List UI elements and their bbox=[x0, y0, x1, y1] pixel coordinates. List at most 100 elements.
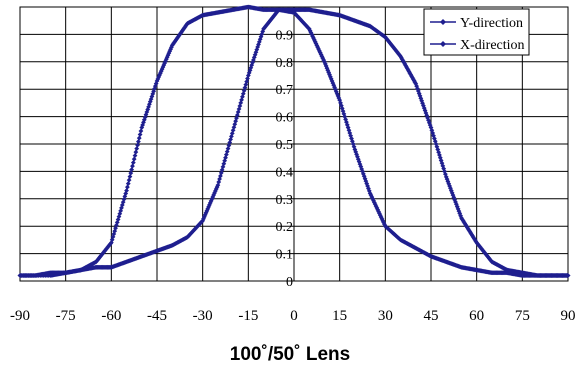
data-point bbox=[129, 167, 135, 172]
data-point bbox=[151, 88, 157, 94]
data-point bbox=[242, 85, 248, 91]
data-point bbox=[138, 128, 144, 134]
legend-marker bbox=[440, 19, 446, 25]
data-point bbox=[381, 220, 387, 225]
data-point bbox=[211, 192, 217, 198]
data-point bbox=[216, 179, 222, 185]
data-point bbox=[371, 198, 376, 204]
data-point bbox=[414, 83, 420, 89]
data-point bbox=[161, 62, 167, 68]
data-point bbox=[311, 35, 316, 41]
data-point bbox=[234, 115, 239, 121]
data-point bbox=[368, 192, 374, 198]
data-point bbox=[135, 139, 141, 144]
data-point bbox=[121, 196, 127, 202]
data-point bbox=[437, 152, 442, 158]
data-point bbox=[244, 79, 250, 84]
data-point bbox=[445, 179, 451, 184]
y-tick-label: 0.8 bbox=[276, 56, 294, 71]
y-tick-label: 0.4 bbox=[276, 165, 294, 180]
y-tick-label: 0 bbox=[286, 275, 293, 290]
data-point bbox=[111, 231, 117, 237]
data-point bbox=[375, 207, 381, 213]
data-point bbox=[420, 100, 425, 106]
x-tick-label: 60 bbox=[469, 308, 484, 324]
data-point bbox=[159, 66, 165, 72]
data-point bbox=[218, 170, 224, 176]
x-tick-label: 90 bbox=[561, 308, 576, 324]
y-tick-label: 0.5 bbox=[276, 138, 294, 153]
data-point bbox=[213, 186, 219, 192]
data-point bbox=[565, 273, 571, 278]
data-point bbox=[130, 160, 136, 165]
data-point bbox=[113, 225, 118, 231]
data-point bbox=[134, 146, 140, 151]
data-point bbox=[415, 88, 421, 94]
data-point bbox=[110, 234, 116, 240]
data-point bbox=[227, 140, 233, 145]
data-point bbox=[446, 181, 452, 187]
data-point bbox=[117, 211, 123, 217]
x-tick-label: 75 bbox=[515, 308, 530, 324]
x-tick-label: 30 bbox=[378, 308, 393, 324]
data-point bbox=[417, 93, 423, 99]
x-tick-label: -45 bbox=[147, 308, 167, 324]
chart-svg: 0 0.1 0.2 0.3 0.4 0.5 0.6 0.7 0.8 0.9 -90 -75 -60 -4… bbox=[10, 4, 576, 324]
data-point bbox=[421, 105, 427, 111]
data-point bbox=[345, 125, 351, 130]
data-point bbox=[139, 125, 145, 130]
data-point bbox=[168, 44, 174, 50]
data-point bbox=[236, 106, 242, 112]
data-point bbox=[336, 95, 342, 101]
data-point bbox=[456, 208, 462, 214]
data-point bbox=[156, 74, 162, 80]
y-tick-label: 0.3 bbox=[276, 193, 294, 208]
x-tick-label: 45 bbox=[424, 308, 439, 324]
legend: Y-direction X-direction bbox=[423, 8, 530, 56]
data-point bbox=[149, 94, 155, 99]
data-point bbox=[142, 114, 148, 120]
x-tick-label: 15 bbox=[332, 308, 347, 324]
x-tick-label: -15 bbox=[238, 308, 258, 324]
data-point bbox=[238, 100, 244, 106]
data-point bbox=[204, 208, 210, 214]
data-point bbox=[439, 160, 445, 166]
data-point bbox=[140, 122, 146, 128]
data-point bbox=[125, 184, 130, 190]
data-point bbox=[338, 103, 344, 109]
data-point bbox=[131, 156, 137, 162]
data-point bbox=[308, 30, 314, 35]
data-point bbox=[146, 104, 151, 110]
chart-title: 100˚/50˚ Lens bbox=[229, 344, 351, 365]
data-point bbox=[145, 107, 151, 112]
data-point bbox=[332, 84, 337, 90]
data-point bbox=[347, 130, 353, 136]
data-point bbox=[157, 72, 162, 78]
data-point bbox=[157, 70, 163, 76]
data-point bbox=[229, 130, 235, 136]
data-point bbox=[351, 144, 357, 150]
legend-label: X-direction bbox=[460, 38, 525, 53]
data-point bbox=[141, 119, 146, 125]
data-point bbox=[219, 167, 225, 173]
data-point bbox=[442, 169, 447, 174]
data-point bbox=[152, 83, 158, 89]
y-tick-labels: 0 0.1 0.2 0.3 0.4 0.5 0.6 0.7 0.8 0.9 bbox=[276, 28, 294, 290]
data-point bbox=[349, 136, 354, 141]
x-tick-label: -90 bbox=[10, 308, 30, 324]
data-point bbox=[255, 44, 261, 50]
data-point bbox=[155, 76, 161, 82]
data-point bbox=[426, 117, 431, 123]
data-point bbox=[323, 63, 329, 69]
data-point bbox=[125, 181, 131, 186]
data-point bbox=[319, 53, 325, 59]
data-point bbox=[364, 181, 370, 186]
y-tick-label: 0.7 bbox=[276, 83, 294, 98]
data-point bbox=[127, 174, 133, 179]
data-point bbox=[203, 210, 209, 216]
data-point bbox=[120, 199, 126, 205]
data-point bbox=[441, 166, 447, 172]
data-point bbox=[206, 204, 211, 210]
data-point bbox=[312, 39, 318, 45]
y-tick-label: 0.1 bbox=[276, 248, 294, 263]
